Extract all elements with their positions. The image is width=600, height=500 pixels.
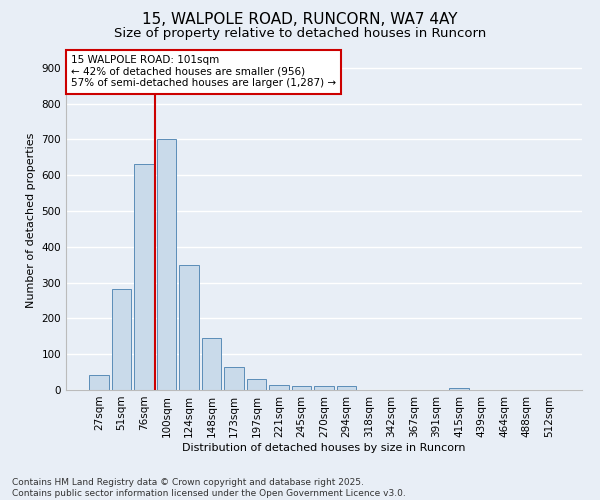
Bar <box>292 386 311 390</box>
Bar <box>314 386 334 390</box>
Text: 15 WALPOLE ROAD: 101sqm
← 42% of detached houses are smaller (956)
57% of semi-d: 15 WALPOLE ROAD: 101sqm ← 42% of detache… <box>71 55 336 88</box>
Y-axis label: Number of detached properties: Number of detached properties <box>26 132 36 308</box>
Bar <box>179 264 199 390</box>
Bar <box>337 386 356 390</box>
Bar <box>224 366 244 390</box>
Bar <box>269 384 289 390</box>
X-axis label: Distribution of detached houses by size in Runcorn: Distribution of detached houses by size … <box>182 442 466 452</box>
Bar <box>157 140 176 390</box>
Bar <box>449 388 469 390</box>
Bar <box>247 380 266 390</box>
Text: 15, WALPOLE ROAD, RUNCORN, WA7 4AY: 15, WALPOLE ROAD, RUNCORN, WA7 4AY <box>142 12 458 28</box>
Text: Size of property relative to detached houses in Runcorn: Size of property relative to detached ho… <box>114 28 486 40</box>
Bar <box>89 375 109 390</box>
Bar <box>202 338 221 390</box>
Text: Contains HM Land Registry data © Crown copyright and database right 2025.
Contai: Contains HM Land Registry data © Crown c… <box>12 478 406 498</box>
Bar <box>134 164 154 390</box>
Bar <box>112 288 131 390</box>
